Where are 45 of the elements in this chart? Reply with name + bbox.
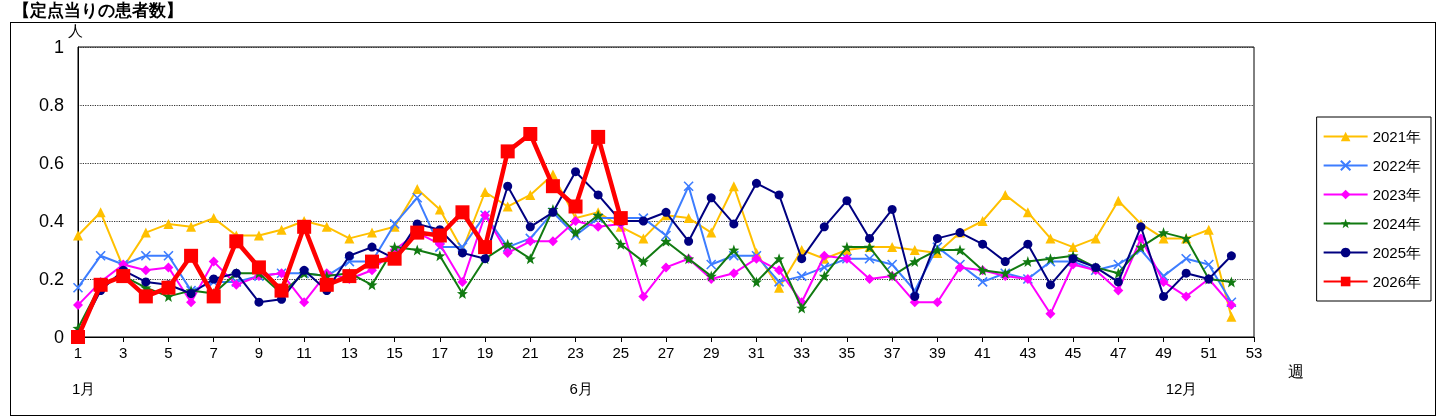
- x-tick-label: 53: [1245, 344, 1263, 361]
- text: 6月: [569, 380, 593, 397]
- y-tick-label: 0.2: [38, 269, 64, 289]
- x-tick-label: 9: [254, 344, 264, 361]
- legend-label: 2026年: [1372, 273, 1422, 290]
- y-tick-label: 0.4: [38, 211, 64, 231]
- x-tick-label: 17: [431, 344, 449, 361]
- x-tick-label: 27: [657, 344, 675, 361]
- y-axis-title: 人: [68, 22, 83, 40]
- legend-label: 2024年: [1372, 215, 1422, 232]
- legend-label: 2022年: [1372, 157, 1422, 174]
- x-tick-label: 19: [476, 344, 494, 361]
- x-tick-label: 13: [341, 344, 358, 361]
- x-tick-label: 31: [748, 344, 765, 361]
- x-tick-label: 45: [1064, 344, 1082, 361]
- x-tick-label: 11: [296, 344, 312, 361]
- x-tick-label: 25: [612, 344, 630, 361]
- y-tick-label: 0.6: [38, 153, 64, 173]
- x-tick-label: 7: [209, 344, 218, 361]
- x-tick-label: 43: [1019, 344, 1037, 361]
- x-tick-label: 51: [1200, 344, 1218, 361]
- x-tick-label: 35: [838, 344, 856, 361]
- legend-label: 2023年: [1372, 186, 1422, 203]
- x-tick-label: 41: [974, 344, 991, 361]
- x-tick-label: 15: [386, 344, 403, 361]
- x-tick-label: 29: [702, 344, 720, 361]
- legend-label: 2025年: [1372, 244, 1422, 261]
- x-tick-label: 49: [1155, 344, 1172, 361]
- x-tick-label: 47: [1109, 344, 1127, 361]
- x-tick-label: 33: [793, 344, 811, 361]
- legend-label: 2021年: [1372, 128, 1422, 145]
- x-tick-label: 37: [883, 344, 901, 361]
- x-axis-title: 週: [1288, 362, 1304, 380]
- text: 12月: [1165, 380, 1198, 397]
- y-tick-label: 0.8: [38, 95, 64, 115]
- text: 1月: [72, 380, 96, 397]
- x-tick-label: 3: [119, 344, 128, 361]
- y-tick-label: 1: [53, 37, 64, 57]
- y-tick-label: 0: [53, 327, 64, 347]
- x-tick-label: 5: [164, 344, 173, 361]
- x-tick-label: 39: [929, 344, 946, 361]
- x-tick-label: 23: [567, 344, 584, 361]
- x-tick-label: 1: [73, 344, 83, 361]
- x-tick-label: 21: [521, 344, 539, 361]
- chart-title: 【定点当りの患者数】: [13, 1, 183, 20]
